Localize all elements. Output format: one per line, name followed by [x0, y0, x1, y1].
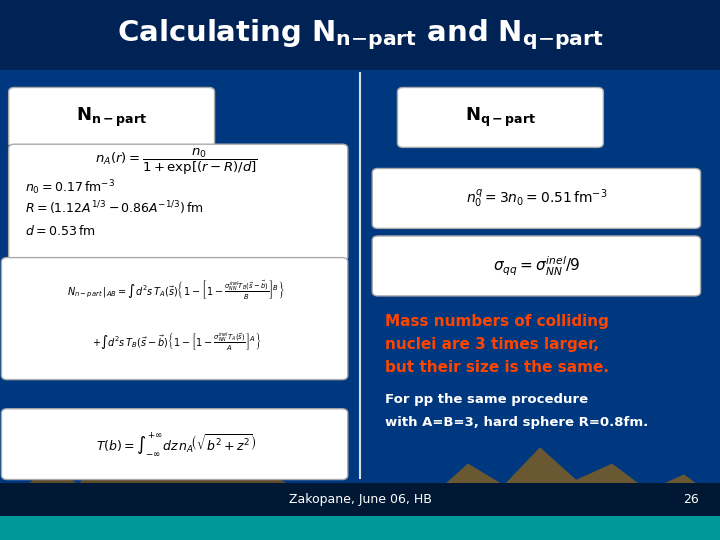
Text: Mass numbers of colliding: Mass numbers of colliding	[385, 314, 609, 329]
FancyBboxPatch shape	[372, 236, 701, 296]
FancyBboxPatch shape	[9, 144, 348, 261]
Text: 26: 26	[683, 493, 698, 506]
Bar	[0, 516, 720, 540]
FancyBboxPatch shape	[9, 87, 215, 147]
Text: Zakopane, June 06, HB: Zakopane, June 06, HB	[289, 493, 431, 506]
Bar	[0, 483, 720, 516]
Text: $+\int d^2s\,T_B(\vec{s}-\vec{b})\left\{1-\left[1-\frac{\sigma_{NN}^{inel}T_A(\v: $+\int d^2s\,T_B(\vec{s}-\vec{b})\left\{…	[91, 330, 261, 352]
Text: with A=B=3, hard sphere R=0.8fm.: with A=B=3, hard sphere R=0.8fm.	[385, 416, 649, 429]
Text: $\mathbf{N_{q-part}}$: $\mathbf{N_{q-part}}$	[465, 106, 536, 129]
Polygon shape	[360, 448, 720, 540]
FancyBboxPatch shape	[1, 409, 348, 480]
Text: nuclei are 3 times larger,: nuclei are 3 times larger,	[385, 337, 599, 352]
Text: $T(b)=\int_{-\infty}^{+\infty} dz\,n_A\!\left(\sqrt{b^2+z^2}\right)$: $T(b)=\int_{-\infty}^{+\infty} dz\,n_A\!…	[96, 431, 257, 457]
Text: For pp the same procedure: For pp the same procedure	[385, 393, 588, 406]
Bar	[0, 0, 720, 70]
FancyBboxPatch shape	[372, 168, 701, 228]
Text: $n_A(r) = \dfrac{n_0}{1+\exp[(r-R)/d]}$: $n_A(r) = \dfrac{n_0}{1+\exp[(r-R)/d]}$	[95, 147, 258, 177]
Text: $d = 0.53\,\mathrm{fm}$: $d = 0.53\,\mathrm{fm}$	[25, 224, 96, 238]
FancyBboxPatch shape	[1, 258, 348, 380]
Polygon shape	[0, 427, 360, 540]
Text: Calculating $\mathbf{N_{n\mathrm{-}part}}$ and $\mathbf{N_{q\mathrm{-}part}}$: Calculating $\mathbf{N_{n\mathrm{-}part}…	[117, 18, 603, 52]
Text: $\sigma_{qq} = \sigma_{NN}^{inel}/9$: $\sigma_{qq} = \sigma_{NN}^{inel}/9$	[493, 254, 580, 278]
Text: $N_{n-part}\,|_{AB}=\int d^2s\,T_A(\vec{s})\left\{1-\left[1-\frac{\sigma_{NN}^{i: $N_{n-part}\,|_{AB}=\int d^2s\,T_A(\vec{…	[67, 279, 286, 301]
FancyBboxPatch shape	[397, 87, 603, 147]
Text: but their size is the same.: but their size is the same.	[385, 360, 609, 375]
Text: $\mathbf{N_{n-part}}$: $\mathbf{N_{n-part}}$	[76, 106, 147, 129]
Text: $n_0 = 0.17\,\mathrm{fm}^{-3}$: $n_0 = 0.17\,\mathrm{fm}^{-3}$	[25, 178, 115, 197]
Text: $n_0^q = 3n_0 = 0.51\,\mathrm{fm}^{-3}$: $n_0^q = 3n_0 = 0.51\,\mathrm{fm}^{-3}$	[466, 187, 607, 210]
Text: $R = (1.12A^{1/3} - 0.86A^{-1/3})\,\mathrm{fm}$: $R = (1.12A^{1/3} - 0.86A^{-1/3})\,\math…	[25, 200, 204, 217]
